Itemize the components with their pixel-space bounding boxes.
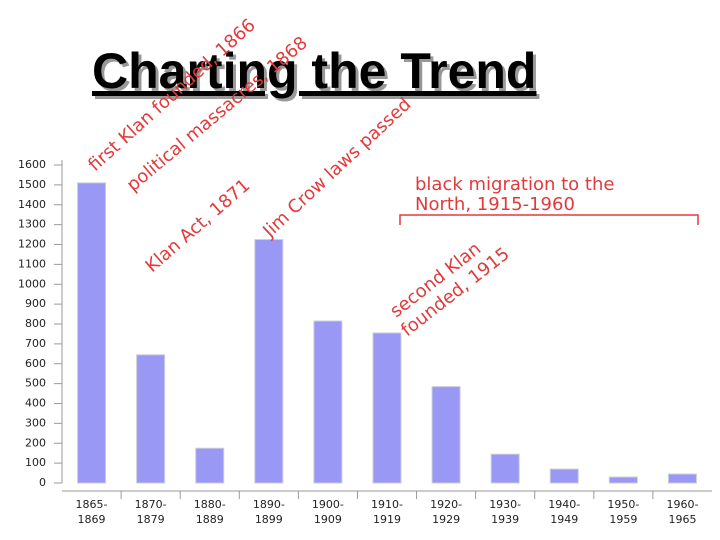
x-tick-label: 1909 [314,513,342,526]
bar [431,386,461,484]
y-tick-label: 200 [25,436,46,449]
bar [254,239,284,484]
x-tick-label: 1950- [607,498,639,511]
bar [549,468,579,484]
bar [77,182,107,484]
migration-bracket [399,214,699,225]
y-tick-label: 1400 [18,198,46,211]
bar [608,476,638,484]
y-tick-label: 400 [25,397,46,410]
bar [490,453,520,484]
y-tick-label: 0 [39,476,46,489]
x-tick-label: 1960- [666,498,698,511]
bar [313,320,343,484]
annotation: black migration to the [415,174,614,195]
x-tick-label: 1910- [371,498,403,511]
x-tick-label: 1939 [491,513,519,526]
x-tick-label: 1870- [135,498,167,511]
y-tick-label: 1600 [18,158,46,171]
x-tick-label: 1879 [137,513,165,526]
x-tick-label: 1869 [78,513,106,526]
x-tick-label: 1959 [609,513,637,526]
x-tick-label: 1899 [255,513,283,526]
x-tick-label: 1889 [196,513,224,526]
x-tick-label: 1880- [194,498,226,511]
annotation: North, 1915-1960 [415,194,575,215]
x-tick-label: 1919 [373,513,401,526]
y-tick-label: 1200 [18,238,46,251]
annotation: Jim Crow laws passed [258,94,415,242]
y-tick-label: 1500 [18,178,46,191]
y-tick-label: 300 [25,416,46,429]
bar [372,332,402,484]
y-tick-label: 1100 [18,257,46,270]
y-tick-label: 900 [25,297,46,310]
y-tick-label: 1000 [18,277,46,290]
y-tick-label: 800 [25,317,46,330]
y-tick-label: 1300 [18,218,46,231]
x-tick-label: 1965 [668,513,696,526]
x-tick-label: 1949 [550,513,578,526]
slide-title: Charting the Trend [92,43,536,99]
y-tick-label: 600 [25,357,46,370]
x-tick-label: 1929 [432,513,460,526]
bar [136,354,166,484]
x-tick-label: 1920- [430,498,462,511]
bar [667,473,697,484]
x-tick-label: 1940- [548,498,580,511]
y-tick-label: 500 [25,377,46,390]
annotation: Klan Act, 1871 [142,175,255,277]
bar [195,447,225,484]
y-tick-label: 700 [25,337,46,350]
x-tick-label: 1900- [312,498,344,511]
y-tick-label: 100 [25,456,46,469]
x-tick-label: 1930- [489,498,521,511]
x-tick-label: 1890- [253,498,285,511]
x-tick-label: 1865- [76,498,108,511]
